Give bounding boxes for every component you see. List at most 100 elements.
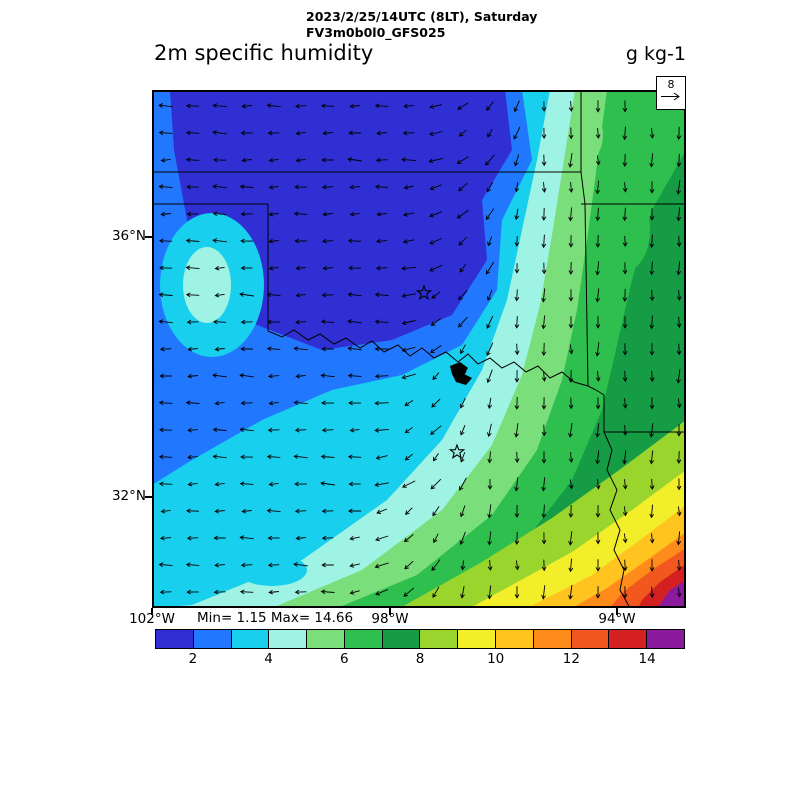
wind-arrow	[622, 479, 628, 490]
wind-arrow	[568, 531, 573, 546]
wind-arrow	[649, 423, 654, 438]
wind-arrow	[293, 211, 308, 217]
wind-arrow	[241, 103, 252, 109]
wind-arrow	[159, 589, 172, 595]
wind-arrow	[568, 100, 574, 112]
wind-arrow	[241, 157, 252, 163]
wind-arrow	[403, 184, 414, 190]
wind-arrow	[295, 157, 306, 163]
wind-arrow	[320, 589, 335, 595]
wind-arrow	[348, 481, 361, 487]
wind-arrow	[321, 292, 334, 298]
wind-arrow	[485, 154, 495, 166]
wind-arrow	[595, 155, 601, 166]
wind-arrow	[375, 589, 389, 596]
wind-arrow	[541, 504, 547, 519]
wind-arrow	[430, 318, 441, 326]
wind-arrow	[347, 238, 362, 244]
wind-arrow	[595, 397, 601, 410]
wind-arrow	[185, 265, 200, 271]
wind-arrow	[430, 478, 442, 490]
wind-arrow	[431, 559, 441, 572]
wind-arrow	[186, 508, 200, 514]
wind-arrow	[676, 506, 682, 517]
wind-arrow	[348, 400, 361, 406]
units-label: g kg-1	[625, 43, 686, 65]
lon-label: 94°W	[598, 611, 636, 627]
wind-arrow	[349, 590, 360, 595]
wind-arrow	[375, 157, 388, 163]
wind-arrow	[321, 400, 335, 406]
wind-arrow	[460, 451, 466, 463]
wind-arrow	[568, 316, 574, 329]
wind-arrow	[676, 289, 682, 301]
wind-arrow	[568, 153, 573, 168]
wind-arrow	[348, 265, 361, 271]
wind-arrow	[214, 400, 225, 406]
wind-arrow	[376, 130, 387, 136]
colorbar-tick-label: 12	[562, 651, 580, 667]
wind-arrow	[458, 236, 468, 246]
humidity-field-map	[152, 90, 686, 608]
state-border	[603, 431, 631, 608]
wind-arrow	[212, 427, 227, 433]
wind-arrow	[595, 450, 601, 465]
wind-arrow	[514, 263, 520, 274]
wind-arrow	[212, 238, 227, 243]
wind-arrow	[676, 261, 682, 276]
wind-arrow	[240, 211, 253, 217]
wind-arrow	[487, 504, 492, 519]
wind-arrow	[347, 508, 362, 514]
wind-arrow	[568, 261, 574, 275]
wind-arrow	[240, 346, 253, 352]
wind-arrow	[240, 400, 253, 406]
wind-arrow	[268, 481, 279, 487]
wind-arrow	[160, 508, 171, 514]
wind-reference-value: 8	[667, 78, 675, 91]
wind-arrow	[158, 184, 173, 190]
wind-arrow	[541, 585, 546, 600]
wind-arrow	[213, 589, 226, 595]
wind-arrow	[160, 157, 171, 163]
wind-arrow	[458, 182, 468, 192]
wind-arrow	[321, 535, 334, 541]
wind-arrow	[486, 369, 493, 384]
wind-arrow	[459, 531, 466, 545]
wind-arrow	[595, 127, 601, 139]
lon-label: 98°W	[371, 611, 409, 627]
wind-arrow	[649, 504, 655, 519]
wind-arrow	[293, 346, 308, 351]
wind-arrow	[403, 534, 414, 543]
wind-arrow	[187, 373, 198, 379]
wind-arrow	[541, 397, 547, 410]
wind-arrow	[459, 370, 467, 382]
wind-arrow	[458, 129, 467, 137]
wind-arrow	[185, 238, 200, 244]
wind-arrow	[459, 477, 467, 491]
wind-arrow	[186, 211, 199, 217]
wind-arrow	[622, 424, 628, 436]
wind-arrow	[459, 398, 466, 409]
wind-arrow	[595, 479, 601, 490]
wind-arrow	[514, 531, 520, 545]
wind-arrow	[514, 370, 520, 383]
wind-arrow	[293, 454, 308, 459]
lat-label: 32°N	[111, 488, 146, 504]
wind-arrow	[595, 288, 601, 303]
wind-arrow	[295, 373, 306, 379]
wind-arrow	[349, 103, 360, 109]
wind-arrows	[158, 100, 682, 600]
wind-arrow	[294, 589, 307, 595]
lon-tick	[616, 608, 618, 615]
wind-arrow	[239, 184, 254, 190]
map-panel: 8	[152, 76, 686, 608]
wind-arrow	[649, 181, 655, 194]
state-border	[584, 203, 589, 387]
wind-arrow	[186, 319, 199, 325]
wind-arrow	[622, 207, 628, 222]
wind-arrow	[349, 535, 360, 541]
wind-arrow	[486, 101, 494, 112]
wind-arrow	[649, 315, 655, 330]
wind-arrow	[240, 265, 253, 271]
wind-arrow	[185, 400, 200, 406]
